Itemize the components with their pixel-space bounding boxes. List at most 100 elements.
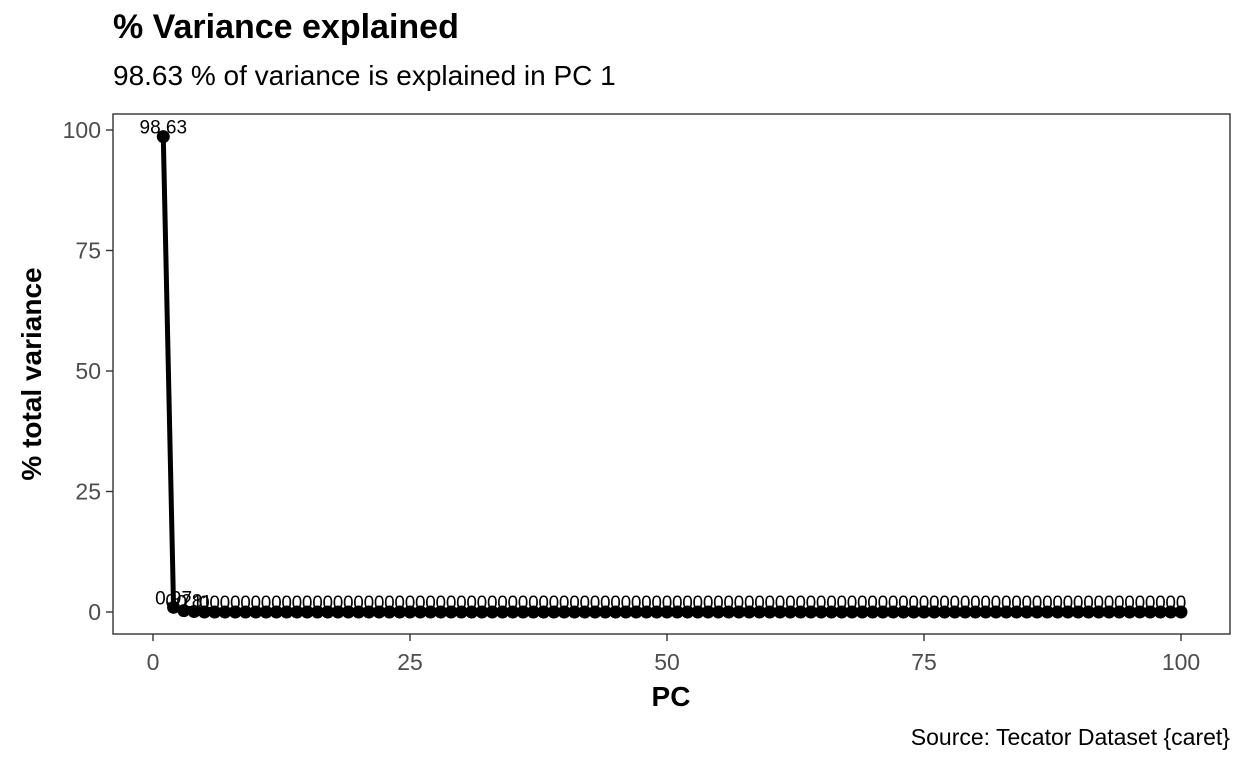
data-point <box>938 605 952 619</box>
point-label: 0 <box>220 593 231 614</box>
point-label: 0 <box>281 593 292 614</box>
data-point <box>424 605 438 619</box>
data-point <box>598 605 612 619</box>
point-label: 0.11 <box>176 592 212 613</box>
data-point <box>783 605 797 619</box>
point-label: 0 <box>1104 593 1115 614</box>
data-point <box>341 605 355 619</box>
point-label: 0 <box>384 593 395 614</box>
point-label: 0 <box>651 593 662 614</box>
point-label: 0 <box>795 593 806 614</box>
point-label: 0 <box>1145 593 1156 614</box>
point-label: 0 <box>251 593 262 614</box>
x-tick-label: 0 <box>147 649 160 675</box>
y-axis: 0 25 50 75 100 <box>63 117 113 625</box>
data-point <box>352 605 366 619</box>
chart-subtitle: 98.63 % of variance is explained in PC 1 <box>113 60 616 91</box>
point-label: 0 <box>980 593 991 614</box>
point-label: 0 <box>230 593 241 614</box>
data-point <box>979 605 993 619</box>
point-label: 0 <box>857 593 868 614</box>
data-point <box>393 605 407 619</box>
data-point <box>835 605 849 619</box>
point-label: 0 <box>549 593 560 614</box>
data-point <box>742 605 756 619</box>
point-label: 0 <box>888 593 899 614</box>
point-label: 0 <box>1083 593 1094 614</box>
point-label: 0 <box>836 593 847 614</box>
y-tick-label: 100 <box>63 117 101 143</box>
point-label: 0 <box>446 593 457 614</box>
point-label: 0 <box>950 593 961 614</box>
data-point <box>567 605 581 619</box>
data-point <box>948 605 962 619</box>
point-labels: 98.630.970.280.110 0 0 0 0 0 0 0 0 0 0 0 0 0 0 0 0 0 0 0 0 0 0… <box>140 118 1187 614</box>
data-point <box>403 605 417 619</box>
data-point <box>444 605 458 619</box>
data-point <box>855 605 869 619</box>
point-label: 0 <box>1114 593 1125 614</box>
data-point <box>1071 605 1085 619</box>
point-label: 0 <box>765 593 776 614</box>
point-label: 0 <box>590 593 601 614</box>
data-point <box>650 605 664 619</box>
point-label: 0 <box>415 593 426 614</box>
data-point <box>187 604 201 618</box>
data-point <box>310 605 324 619</box>
data-point <box>475 605 489 619</box>
data-point <box>177 604 191 618</box>
data-point <box>300 605 314 619</box>
data-point <box>290 605 304 619</box>
data-point <box>927 605 941 619</box>
y-tick-label: 75 <box>75 238 101 264</box>
point-label: 0 <box>960 593 971 614</box>
point-label: 0 <box>600 593 611 614</box>
data-point <box>506 605 520 619</box>
point-label: 0 <box>744 593 755 614</box>
y-axis-title: % total variance <box>16 267 47 480</box>
point-label: 0 <box>734 593 745 614</box>
data-point <box>896 605 910 619</box>
point-label: 0 <box>1176 593 1187 614</box>
data-point <box>526 605 540 619</box>
data-point <box>1153 605 1167 619</box>
data-point <box>362 605 376 619</box>
data-point <box>1040 605 1054 619</box>
data-point <box>753 605 767 619</box>
data-point <box>629 605 643 619</box>
data-point <box>1051 605 1065 619</box>
data-point <box>588 605 602 619</box>
data-point <box>1081 605 1095 619</box>
data-point <box>876 605 890 619</box>
data-point <box>382 605 396 619</box>
point-label: 0 <box>970 593 981 614</box>
point-label: 0 <box>1042 593 1053 614</box>
point-label: 0 <box>477 593 488 614</box>
data-point <box>249 605 263 619</box>
point-label: 0 <box>271 593 282 614</box>
point-label: 0 <box>991 593 1002 614</box>
point-label: 0 <box>333 593 344 614</box>
data-point <box>639 605 653 619</box>
data-point <box>845 605 859 619</box>
point-label: 0 <box>682 593 693 614</box>
point-label: 0 <box>662 593 673 614</box>
data-point <box>413 605 427 619</box>
data-point <box>321 605 335 619</box>
data-point <box>156 130 170 144</box>
data-point <box>701 605 715 619</box>
data-point <box>1020 605 1034 619</box>
data-point <box>670 605 684 619</box>
data-point <box>907 605 921 619</box>
data-point <box>208 605 222 619</box>
data-point <box>372 605 386 619</box>
data-point <box>711 605 725 619</box>
point-label: 0 <box>322 593 333 614</box>
data-point <box>722 605 736 619</box>
point-label: 0 <box>713 593 724 614</box>
point-label: 0 <box>343 593 354 614</box>
x-axis: 0 25 50 75 100 <box>147 634 1200 675</box>
data-point <box>496 605 510 619</box>
chart-caption: Source: Tecator Dataset {caret} <box>910 724 1230 750</box>
point-label: 0 <box>703 593 714 614</box>
